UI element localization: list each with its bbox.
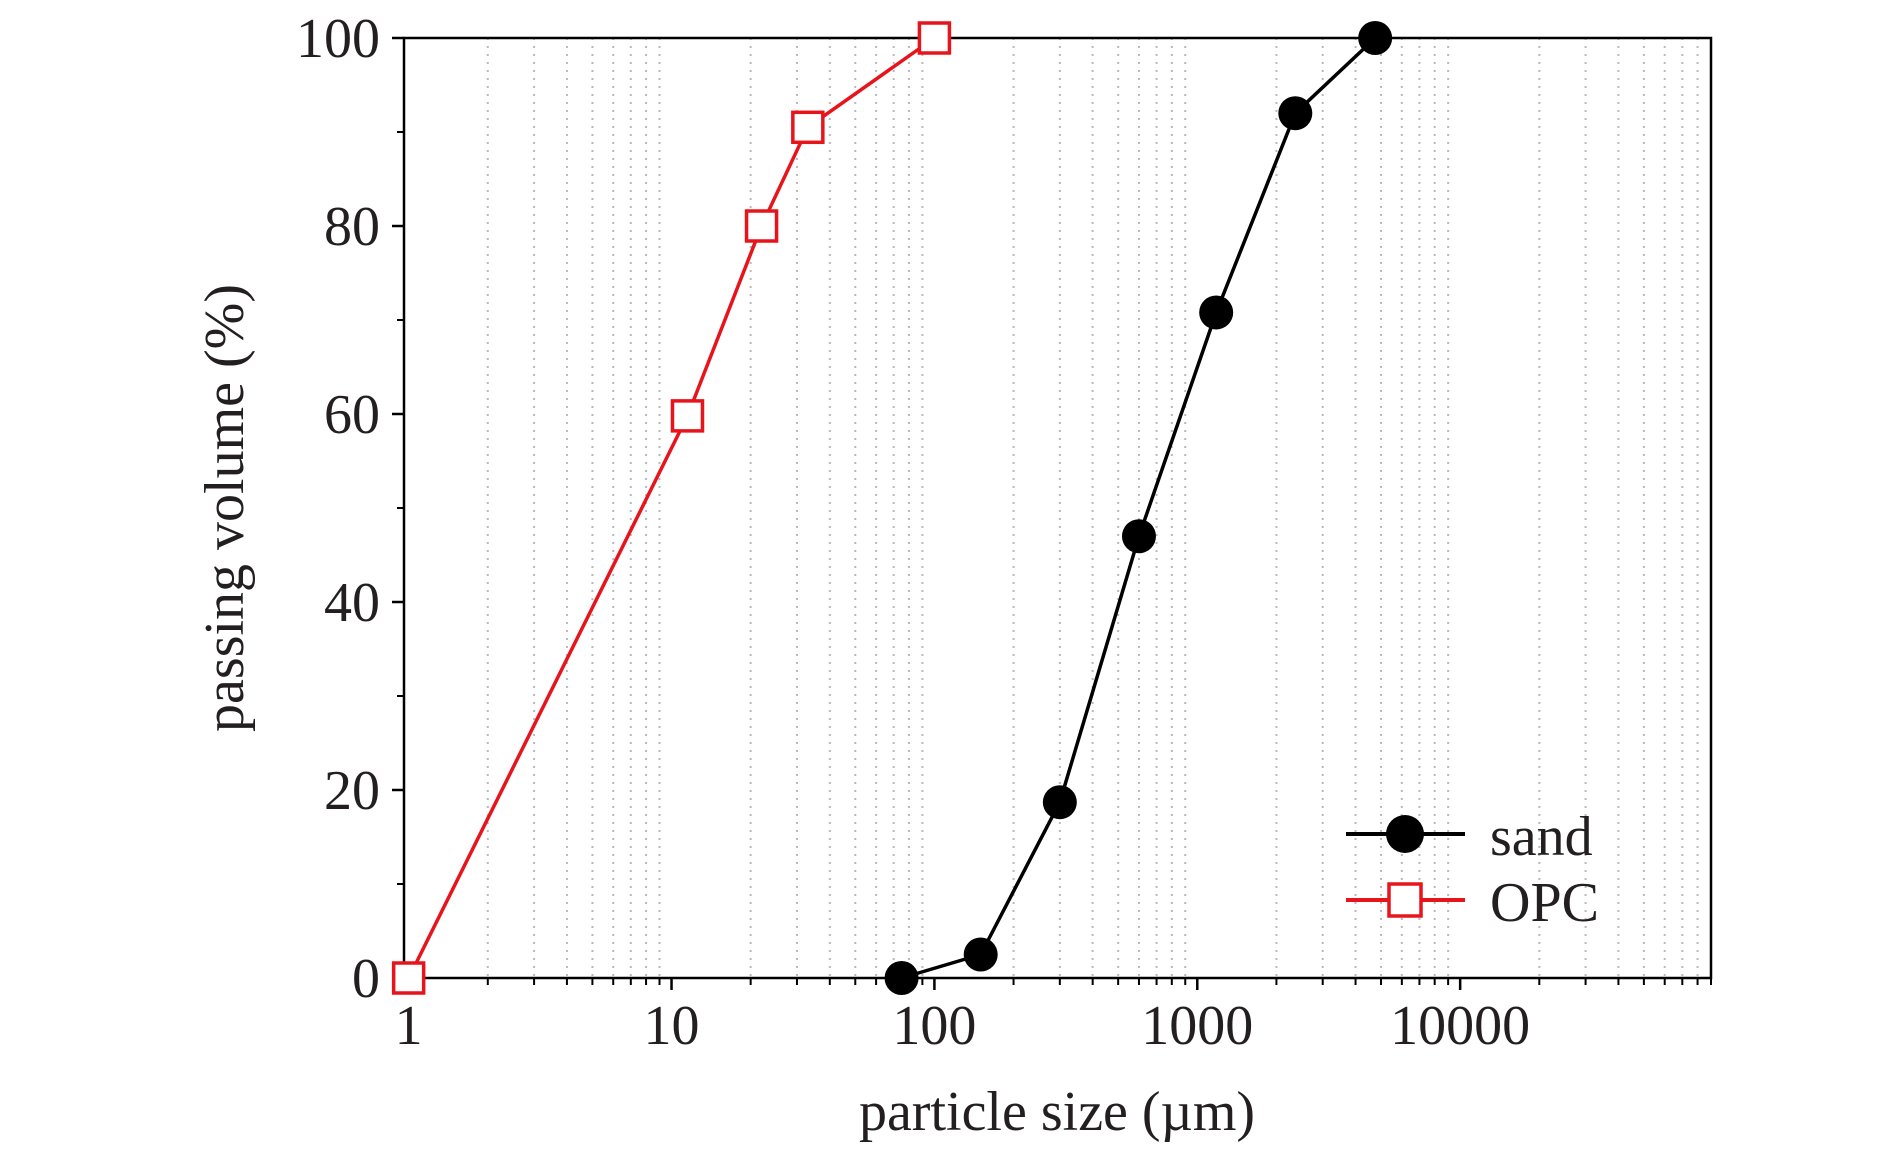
y-tick-label: 20: [324, 760, 380, 822]
y-tick-label: 100: [296, 8, 380, 70]
sand-point: [963, 937, 998, 972]
y-axis-title: passing volume (%): [194, 284, 256, 732]
legend: sand OPC: [1346, 806, 1599, 934]
legend-sand-label: sand: [1490, 806, 1593, 868]
sand-line: [901, 36, 1377, 980]
sand-point: [884, 961, 919, 995]
x-axis-title: particle size (µm): [859, 1081, 1255, 1143]
y-tick-label: 80: [324, 196, 380, 258]
y-tick-label: 0: [352, 948, 380, 1010]
legend-sand-marker: [1386, 815, 1424, 853]
x-tick-label: 1: [395, 995, 423, 1057]
legend-opc-marker: [1387, 882, 1423, 918]
opc-point: [917, 21, 952, 55]
opc-point: [391, 961, 426, 995]
sand-point: [1199, 295, 1234, 330]
opc-point: [670, 399, 705, 433]
axis-ticks: 1 10 100 1000 10000 0 20 40 60 80 100: [296, 8, 1712, 1057]
y-tick-label: 60: [324, 384, 380, 446]
x-tick-label: 10000: [1390, 995, 1530, 1057]
sand-point: [1278, 96, 1313, 131]
x-tick-label: 1000: [1141, 995, 1253, 1057]
legend-opc-label: OPC: [1490, 872, 1599, 934]
sand-point: [1358, 21, 1393, 55]
opc-point: [744, 209, 779, 243]
sand-point: [1042, 785, 1077, 820]
x-tick-label: 10: [644, 995, 700, 1057]
sand-point: [1121, 519, 1156, 554]
y-tick-label: 40: [324, 572, 380, 634]
opc-point: [791, 110, 825, 145]
data-series: [391, 21, 1393, 995]
x-tick-label: 100: [892, 995, 976, 1057]
opc-line: [407, 36, 936, 979]
